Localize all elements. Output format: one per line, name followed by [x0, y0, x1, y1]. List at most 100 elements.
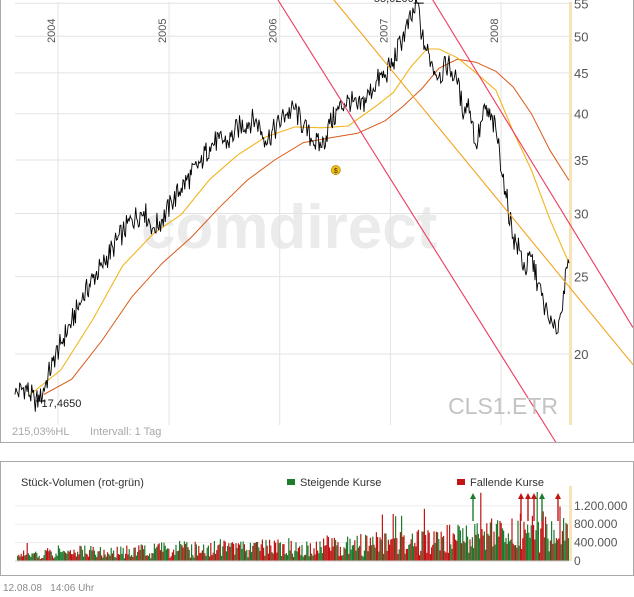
volume-bar — [227, 546, 229, 561]
volume-bar — [181, 545, 183, 561]
volume-bar — [60, 551, 62, 561]
volume-bar — [413, 546, 415, 561]
volume-bar — [519, 513, 521, 561]
volume-bar — [114, 557, 116, 561]
volume-bar — [269, 539, 271, 561]
volume-bar — [209, 556, 211, 561]
volume-bar — [77, 551, 79, 561]
volume-bar — [84, 545, 86, 561]
volume-bar — [205, 555, 207, 561]
volume-bar — [385, 533, 387, 561]
volume-bar — [99, 547, 101, 561]
volume-bar — [353, 544, 355, 561]
volume-bar — [481, 529, 483, 561]
volume-bar — [49, 549, 51, 561]
volume-bar — [403, 535, 405, 561]
volume-bar — [501, 528, 503, 561]
volume-bar — [137, 551, 139, 561]
volume-bar — [68, 551, 70, 561]
volume-bar — [211, 555, 213, 561]
x-tick-label: 2005 — [157, 19, 169, 43]
volume-bar — [314, 554, 316, 561]
range-info-label: 215,03%HL — [12, 426, 70, 438]
volume-bar — [255, 542, 257, 561]
volume-bar — [219, 539, 221, 561]
volume-bar — [452, 533, 454, 561]
volume-bar — [275, 542, 277, 561]
volume-bar — [152, 553, 154, 561]
y-tick-label: 40 — [574, 107, 588, 122]
volume-bar — [260, 544, 262, 561]
volume-bar — [492, 546, 494, 561]
volume-bar — [415, 546, 417, 561]
volume-bar — [193, 557, 195, 561]
volume-bar — [245, 551, 247, 561]
volume-bar — [336, 545, 338, 561]
volume-bar — [555, 538, 557, 561]
volume-bar — [440, 531, 442, 561]
volume-bar — [143, 549, 145, 561]
volume-bar — [285, 553, 287, 561]
volume-bar — [414, 543, 416, 561]
volume-bar — [215, 553, 217, 561]
volume-bar — [228, 543, 230, 561]
volume-bar — [437, 532, 439, 561]
volume-bar — [133, 547, 135, 561]
volume-bar — [470, 546, 472, 561]
volume-bar — [309, 543, 311, 561]
volume-bar — [554, 543, 556, 561]
volume-bar — [329, 547, 331, 561]
volume-bar — [348, 553, 350, 561]
volume-bar — [51, 555, 53, 561]
volume-bar — [72, 554, 74, 561]
clipped-peak-arrow-icon — [470, 493, 476, 499]
y-tick-label: 20 — [574, 347, 588, 362]
volume-bar — [103, 549, 105, 561]
volume-bar — [156, 546, 158, 561]
volume-bar — [445, 552, 447, 561]
volume-bar — [405, 549, 407, 561]
volume-bar — [71, 554, 73, 561]
volume-bar — [349, 538, 351, 561]
volume-bar — [30, 556, 32, 561]
volume-bar — [287, 555, 289, 561]
volume-bar — [81, 549, 83, 561]
volume-bar — [27, 553, 29, 561]
volume-bar — [305, 554, 307, 561]
volume-bar — [379, 537, 381, 561]
volume-bar — [541, 517, 543, 561]
volume-bar — [335, 539, 337, 561]
volume-bar — [332, 546, 334, 561]
volume-bar — [367, 551, 369, 561]
volume-bar — [43, 555, 45, 561]
volume-bar — [212, 552, 214, 561]
volume-bar — [459, 530, 461, 561]
volume-bar — [149, 553, 151, 561]
volume-bar — [467, 536, 469, 561]
volume-bar — [145, 555, 147, 561]
volume-bar — [79, 545, 81, 561]
volume-bar — [427, 530, 429, 561]
volume-bar — [204, 553, 206, 561]
trend-line-mid — [333, 0, 634, 365]
volume-bar — [147, 555, 149, 561]
volume-bar — [318, 553, 320, 561]
volume-bar — [121, 553, 123, 561]
volume-bar — [300, 555, 302, 561]
volume-bar — [308, 556, 310, 561]
volume-bar — [542, 511, 544, 561]
volume-bar — [533, 525, 535, 561]
volume-bar — [495, 523, 497, 561]
volume-bar — [377, 537, 379, 561]
volume-bar — [396, 538, 398, 561]
volume-bar — [169, 557, 171, 561]
volume-bar — [278, 543, 280, 561]
volume-bar — [444, 551, 446, 561]
volume-bar — [141, 545, 143, 561]
volume-bar — [468, 552, 470, 561]
volume-bar — [24, 555, 26, 561]
volume-bar — [486, 523, 488, 561]
volume-bar — [500, 522, 502, 561]
volume-bar — [357, 547, 359, 561]
volume-bar — [42, 558, 44, 561]
